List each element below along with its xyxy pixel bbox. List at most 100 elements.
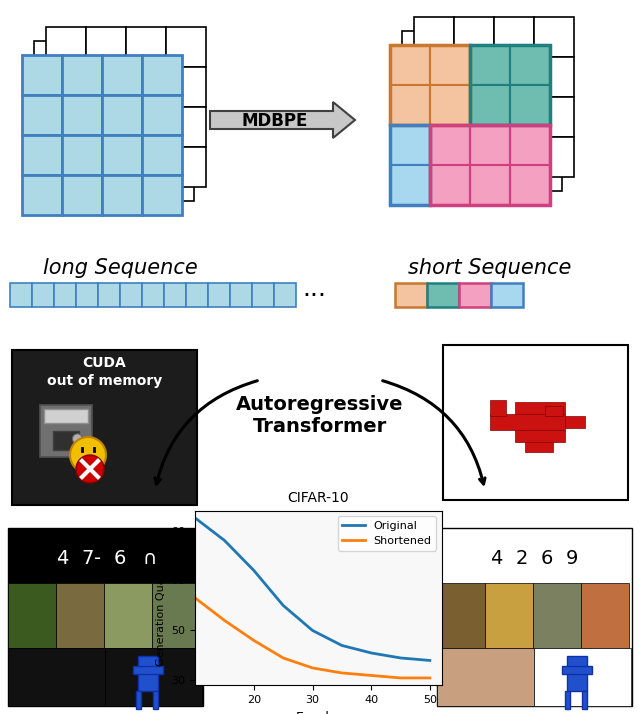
Bar (430, 85, 470, 125)
Text: $\mathit{4\ \ 2\ \ 6\ \ 9}$: $\mathit{4\ \ 2\ \ 6\ \ 9}$ (490, 548, 579, 568)
Bar (533, 583, 581, 648)
Bar (430, 125, 470, 165)
Line: Shortened: Shortened (195, 598, 430, 678)
Bar (8, 528, 203, 706)
Shortened (191, 594, 199, 603)
Shortened (338, 668, 346, 677)
Bar (390, 165, 430, 205)
Bar (126, 107, 166, 147)
Bar (515, 430, 565, 442)
X-axis label: Epochs: Epochs (296, 710, 340, 714)
Bar (154, 691, 159, 709)
Bar (565, 691, 570, 709)
Shortened (250, 636, 258, 645)
Bar (46, 27, 86, 67)
Bar (459, 283, 491, 307)
Text: $\mathit{4\ \ 7\text{-}\ \ 6\ \ \cap}$: $\mathit{4\ \ 7\text{-}\ \ 6\ \ \cap}$ (56, 548, 156, 568)
Bar (154, 161, 194, 201)
Bar (86, 67, 126, 107)
Bar (126, 27, 166, 67)
Bar (494, 57, 534, 97)
Bar (142, 283, 164, 307)
Bar (114, 41, 154, 81)
Bar (494, 97, 534, 137)
Bar (470, 125, 510, 165)
Bar (522, 31, 562, 71)
Circle shape (70, 437, 106, 473)
Bar (10, 283, 32, 307)
Bar (102, 135, 142, 175)
Bar (76, 283, 98, 307)
Original (191, 514, 199, 523)
Text: long Sequence: long Sequence (43, 258, 197, 278)
Bar (582, 691, 588, 709)
Bar (40, 405, 92, 457)
Original (250, 566, 258, 575)
Bar (74, 41, 114, 81)
Bar (142, 135, 182, 175)
Bar (545, 406, 563, 416)
Bar (490, 400, 506, 416)
Bar (46, 107, 86, 147)
Bar (482, 31, 522, 71)
Bar (437, 528, 632, 706)
Bar (390, 45, 470, 125)
Text: MDBPE: MDBPE (241, 112, 308, 130)
Line: Original: Original (195, 518, 430, 660)
Bar (126, 67, 166, 107)
Bar (44, 409, 88, 423)
Bar (402, 111, 442, 151)
Bar (230, 283, 252, 307)
Bar (482, 71, 522, 111)
Bar (53, 431, 79, 450)
Bar (430, 125, 550, 205)
Bar (402, 151, 442, 191)
Bar (427, 283, 459, 307)
Bar (581, 583, 629, 648)
Bar (534, 137, 574, 177)
Bar (437, 648, 534, 706)
Bar (430, 45, 470, 85)
Bar (114, 81, 154, 121)
Bar (133, 666, 163, 674)
Bar (395, 283, 427, 307)
Bar (166, 27, 206, 67)
Bar (126, 147, 166, 187)
Bar (46, 147, 86, 187)
Bar (390, 125, 430, 165)
Original (308, 626, 316, 635)
Original (338, 641, 346, 650)
Bar (86, 107, 126, 147)
Bar (34, 81, 74, 121)
Bar (62, 55, 102, 95)
Bar (454, 97, 494, 137)
Bar (22, 95, 62, 135)
Bar (402, 31, 442, 71)
Bar (390, 125, 430, 205)
Bar (430, 165, 470, 205)
Bar (186, 283, 208, 307)
Shortened (367, 671, 375, 680)
Circle shape (72, 434, 83, 444)
Shortened (221, 616, 228, 625)
Bar (105, 648, 202, 706)
Bar (154, 121, 194, 161)
Bar (522, 111, 562, 151)
Bar (510, 45, 550, 85)
Bar (454, 137, 494, 177)
Bar (114, 161, 154, 201)
Bar (22, 175, 62, 215)
Bar (414, 57, 454, 97)
Bar (104, 583, 152, 648)
Bar (442, 111, 482, 151)
Shortened (397, 674, 404, 683)
Y-axis label: Generation Quality (FID): Generation Quality (FID) (156, 530, 166, 666)
Shortened (426, 674, 434, 683)
Bar (454, 17, 494, 57)
Bar (390, 85, 430, 125)
Bar (534, 17, 574, 57)
Bar (102, 55, 142, 95)
Bar (470, 45, 550, 125)
Bar (534, 97, 574, 137)
Bar (534, 648, 631, 706)
